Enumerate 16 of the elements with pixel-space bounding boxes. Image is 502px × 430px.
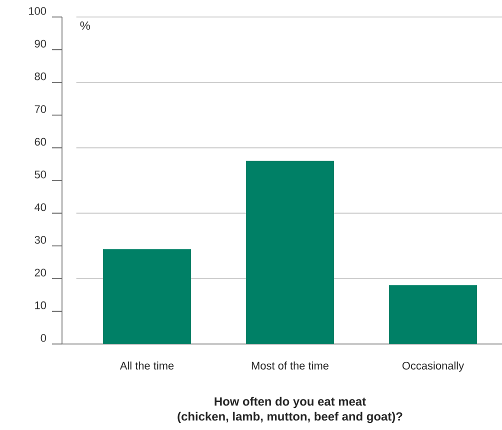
y-tick-label: 40 — [34, 203, 46, 212]
y-tick-label: 60 — [34, 138, 46, 146]
y-tick-label: 20 — [34, 268, 46, 276]
y-tick-label: 90 — [34, 40, 46, 48]
x-tick-label: All the time — [120, 362, 174, 370]
x-tick-label: Most of the time — [252, 362, 328, 370]
y-tick-label: 30 — [34, 236, 46, 244]
y-tick-label: 70 — [34, 105, 46, 113]
x-axis-title: How often do you eat meat (chicken, lamb, mutton, beef and goat)? — [178, 396, 402, 424]
y-tick-label: 10 — [35, 301, 46, 310]
y-axis-title: % — [80, 21, 90, 30]
y-tick-label: 50 — [34, 170, 46, 178]
y-tick-label: 80 — [34, 72, 46, 80]
y-tick-label: 0 — [40, 334, 46, 342]
x-tick-label: Occasionally — [402, 362, 464, 372]
y-tick-label: 100 — [29, 7, 46, 15]
